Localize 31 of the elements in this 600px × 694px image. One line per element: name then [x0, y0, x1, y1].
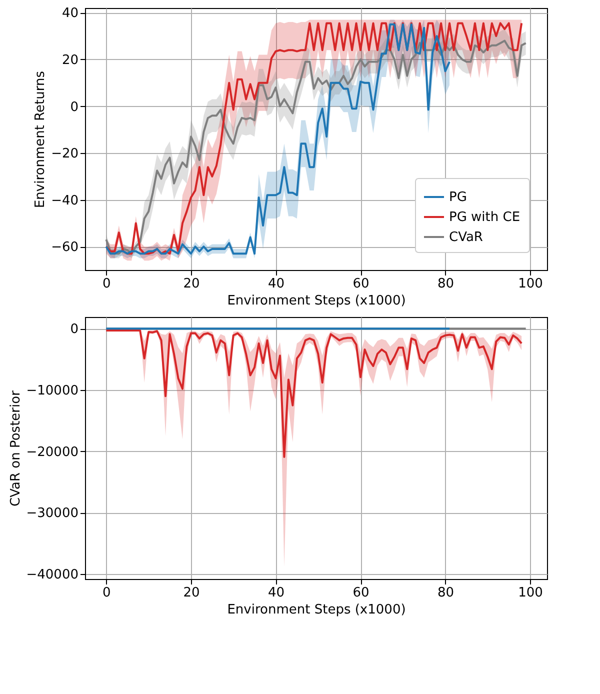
x-axis-title: Environment Steps (x1000) — [227, 294, 406, 308]
legend-label: CVaR — [449, 230, 483, 245]
y-tick-label: −20000 — [26, 444, 78, 460]
y-tick-label: 0 — [70, 322, 78, 338]
y-tick-label: −40000 — [26, 568, 78, 583]
y-axis-title: Environment Returns — [33, 70, 48, 208]
y-tick-label: −20 — [51, 146, 78, 162]
x-tick-label: 0 — [102, 586, 111, 600]
y-tick-label: −30000 — [26, 506, 78, 522]
y-tick-label: 20 — [62, 52, 78, 68]
y-tick-label: 40 — [62, 6, 78, 22]
line-series — [105, 330, 523, 458]
x-tick-label: 40 — [268, 586, 285, 600]
x-tick-label: 80 — [438, 586, 454, 600]
y-axis-title: CVaR on Posterior — [8, 390, 24, 506]
x-tick-label: 60 — [352, 586, 370, 600]
y-tick-label: 0 — [70, 100, 78, 115]
x-tick-label: 60 — [352, 276, 370, 292]
x-tick-label: 20 — [183, 276, 200, 292]
x-tick-label: 100 — [518, 586, 543, 600]
x-tick-label: 100 — [518, 276, 543, 292]
y-tick-label: −10000 — [26, 384, 78, 399]
y-tick-label: −60 — [51, 240, 78, 256]
legend-label: PG with CE — [449, 210, 520, 225]
legend-label: PG — [449, 190, 467, 205]
x-tick-label: 0 — [102, 276, 111, 292]
x-tick-label: 80 — [438, 276, 454, 292]
x-tick-label: 20 — [183, 586, 200, 600]
x-axis-title: Environment Steps (x1000) — [227, 602, 406, 618]
y-tick-label: −40 — [51, 193, 78, 208]
x-tick-label: 40 — [268, 276, 285, 292]
